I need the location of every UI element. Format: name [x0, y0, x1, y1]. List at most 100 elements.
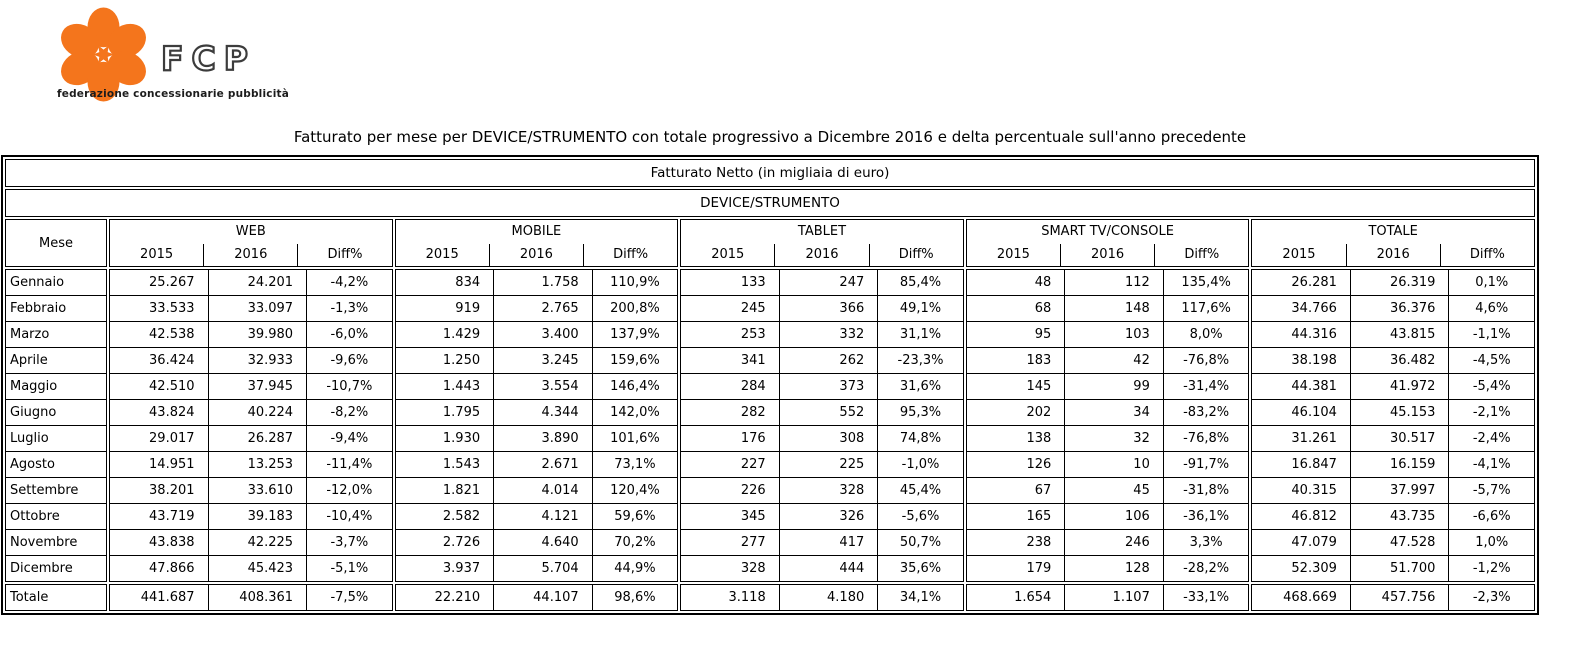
value-cell: 200,8% — [591, 296, 678, 321]
device-column-group: TABLET 2015 2016 Diff% 133 247 85,4% 245 366 49,1… — [680, 219, 964, 611]
table-row: 95 103 8,0% — [966, 321, 1249, 347]
value-cell: 45 — [1064, 478, 1163, 503]
subheader-cell: 2016 — [488, 244, 583, 266]
table-band-fatturato: Fatturato Netto (in migliaia di euro) — [5, 159, 1535, 187]
table-row: 43.719 39.183 -10,4% — [110, 503, 392, 529]
value-cell: 39.980 — [207, 322, 307, 347]
table-row: 43.824 40.224 -8,2% — [110, 399, 392, 425]
value-cell: 38.201 — [149, 483, 195, 498]
table-row: 133 247 85,4% — [681, 270, 963, 295]
report-title: Fatturato per mese per DEVICE/STRUMENTO … — [293, 128, 1247, 146]
value-cell: 238 — [1026, 535, 1052, 550]
value-cell: -76,8% — [1162, 426, 1249, 451]
value-cell: -5,7% — [1448, 478, 1534, 503]
value-cell: 103 — [1064, 322, 1163, 347]
value-cell: 34 — [1064, 400, 1163, 425]
value-cell: 4.014 — [493, 478, 592, 503]
group-data-box: 25.267 24.201 -4,2% 33.533 33.097 -1,3% 42.538… — [109, 269, 393, 582]
value-cell: 47.528 — [1349, 530, 1449, 555]
table-row: Gennaio — [6, 270, 106, 295]
value-cell: 183 — [1026, 353, 1052, 368]
value-cell: 253 — [740, 327, 766, 342]
value-cell: 328 — [778, 478, 878, 503]
value-cell: 45.423 — [207, 556, 307, 581]
value-cell: 33.610 — [207, 478, 307, 503]
group-data-box: 48 112 135,4% 68 148 117,6% 95 103 8,0% 183 42 -76,… — [965, 269, 1250, 582]
month-cell: Giugno — [10, 405, 57, 420]
subheader-cell: 2016 — [203, 244, 297, 266]
table-row: Luglio — [6, 425, 106, 451]
value-cell: 34.766 — [1291, 301, 1337, 316]
value-cell: -83,2% — [1162, 400, 1249, 425]
value-cell: 50,7% — [877, 530, 963, 555]
table-row: 1.821 4.014 120,4% — [395, 477, 678, 503]
total-value-cell: 3.118 — [728, 590, 766, 605]
table-row: 284 373 31,6% — [681, 373, 963, 399]
table-row: 44.381 41.972 -5,4% — [1252, 373, 1534, 399]
value-cell: 32 — [1064, 426, 1163, 451]
month-cell: Aprile — [10, 353, 48, 368]
device-column-group: MOBILE 2015 2016 Diff% 834 1.758 110,9% 919 2.76… — [394, 219, 679, 611]
value-cell: 128 — [1064, 556, 1163, 581]
value-cell: 95 — [1034, 327, 1052, 342]
total-value-cell: 468.669 — [1283, 590, 1337, 605]
value-cell: 366 — [778, 296, 878, 321]
subheader-cell: 2015 — [996, 247, 1030, 262]
value-cell: 43.719 — [149, 509, 195, 524]
report-table: Fatturato Netto (in migliaia di euro) DE… — [1, 155, 1539, 615]
total-value-cell: 441.687 — [140, 590, 195, 605]
month-cell: Febbraio — [10, 301, 67, 316]
fcp-brand-text: FCP — [160, 38, 249, 79]
value-cell: 44.381 — [1291, 379, 1337, 394]
value-cell: 47.866 — [149, 561, 195, 576]
value-cell: 106 — [1064, 504, 1163, 529]
mese-header: Mese — [5, 219, 107, 267]
total-value-cell: 4.180 — [778, 585, 878, 610]
subheader-cell: 2016 — [1059, 244, 1154, 266]
value-cell: 44,9% — [591, 556, 678, 581]
value-cell: 3.937 — [442, 561, 481, 576]
subheader-cell: Diff% — [1154, 244, 1248, 266]
table-row: 48 112 135,4% — [967, 270, 1249, 295]
value-cell: 1.795 — [442, 405, 481, 420]
group-label: TABLET — [797, 224, 847, 239]
table-row: 1.795 4.344 142,0% — [395, 399, 678, 425]
value-cell: 31.261 — [1291, 431, 1337, 446]
total-row: 468.669 457.756 -2,3% — [1252, 585, 1534, 610]
table-row: 2.582 4.121 59,6% — [395, 503, 678, 529]
value-cell: 552 — [778, 400, 878, 425]
value-cell: 30.517 — [1349, 426, 1449, 451]
group-total-box: 468.669 457.756 -2,3% — [1251, 584, 1535, 611]
subheader-cell: Diff% — [583, 244, 677, 266]
value-cell: 1.543 — [442, 457, 481, 472]
value-cell: 245 — [740, 301, 766, 316]
total-value-cell: 408.361 — [207, 585, 307, 610]
value-cell: 85,4% — [877, 270, 963, 295]
value-cell: 2.726 — [442, 535, 481, 550]
value-cell: 42.510 — [149, 379, 195, 394]
value-cell: 44.316 — [1291, 327, 1337, 342]
table-row: 179 128 -28,2% — [966, 555, 1249, 581]
subheader-cell: 2015 — [425, 247, 459, 262]
fcp-flower-icon — [61, 7, 146, 102]
value-cell: -6,0% — [306, 322, 392, 347]
table-row: 38.198 36.482 -4,5% — [1252, 347, 1534, 373]
group-header-box: WEB 2015 2016 Diff% — [109, 219, 393, 267]
value-cell: 3,3% — [1162, 530, 1249, 555]
value-cell: 112 — [1064, 270, 1163, 295]
table-row: 2.726 4.640 70,2% — [395, 529, 678, 555]
table-row: 42.510 37.945 -10,7% — [110, 373, 392, 399]
value-cell: 4.640 — [493, 530, 592, 555]
table-row: Novembre — [6, 529, 106, 555]
value-cell: 42.225 — [207, 530, 307, 555]
value-cell: 179 — [1026, 561, 1052, 576]
value-cell: -5,1% — [306, 556, 392, 581]
table-row: 67 45 -31,8% — [966, 477, 1249, 503]
value-cell: 176 — [740, 431, 766, 446]
group-header-box: MOBILE 2015 2016 Diff% — [394, 219, 679, 267]
table-row: 36.424 32.933 -9,6% — [110, 347, 392, 373]
value-cell: 8,0% — [1162, 322, 1249, 347]
value-cell: 1.429 — [442, 327, 481, 342]
table-row: 919 2.765 200,8% — [395, 295, 678, 321]
table-row: 345 326 -5,6% — [681, 503, 963, 529]
